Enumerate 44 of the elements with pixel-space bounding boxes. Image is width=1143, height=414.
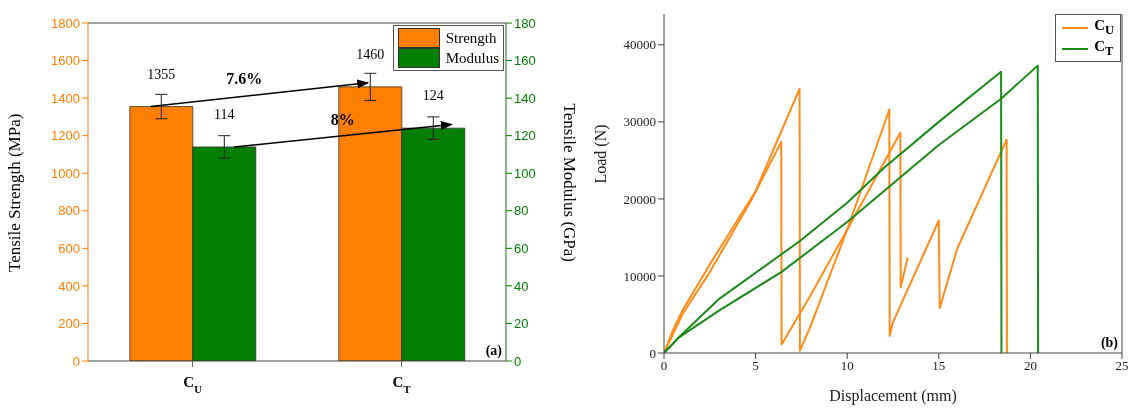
legend-label: C$_{T}$ (1094, 38, 1114, 59)
legend-label: Strength (445, 29, 497, 47)
y-tick-label: 20000 (623, 191, 656, 207)
y-tick-label: 1800 (51, 15, 80, 31)
y-tick-label: 800 (58, 203, 80, 219)
y-axis-title: Tensile Strength (MPa) (5, 113, 25, 272)
y-tick-label: 1600 (51, 53, 80, 69)
y-tick-label: 40000 (623, 37, 656, 53)
y2-tick-label: 100 (514, 165, 536, 181)
data-label: 1355 (147, 66, 176, 82)
annotation: (a) (485, 343, 503, 359)
x-tick-label: 0 (660, 358, 668, 374)
x-axis-title: Displacement (mm) (829, 387, 957, 405)
x-tick-label: 5 (752, 358, 759, 374)
data-label: 124 (422, 88, 444, 104)
legend-label: Modulus (445, 49, 499, 67)
annotation: (b) (1100, 335, 1119, 351)
data-label: 1460 (356, 46, 385, 62)
legend-label: C$_{U}$ (1094, 17, 1114, 38)
y2-tick-label: 140 (514, 90, 536, 106)
y-tick-label: 1000 (51, 165, 80, 181)
y2-tick-label: 160 (514, 53, 536, 69)
x-tick-label: 10 (840, 358, 854, 374)
y-tick-label: 1200 (51, 128, 80, 144)
y2-axis-title: Tensile Modulus (GPa) (559, 103, 579, 262)
y2-tick-label: 80 (514, 203, 529, 219)
x-tick-label: 15 (932, 358, 946, 374)
y2-tick-label: 40 (514, 278, 529, 294)
y-tick-label: 30000 (623, 114, 656, 130)
x-tick-label: 20 (1023, 358, 1037, 374)
y2-tick-label: 180 (514, 15, 536, 31)
y2-tick-label: 20 (514, 316, 529, 332)
y-axis-title: Load (N) (591, 124, 610, 184)
data-label: 114 (214, 106, 235, 122)
y2-tick-label: 60 (514, 240, 529, 256)
y2-tick-label: 120 (514, 128, 536, 144)
annotation: 7.6% (226, 69, 263, 87)
y-tick-label: 1400 (51, 90, 80, 106)
y-tick-label: 600 (58, 240, 80, 256)
x-tick-label: 25 (1115, 358, 1129, 374)
y-tick-label: 400 (58, 278, 80, 294)
y-tick-label: 200 (58, 316, 80, 332)
y-tick-label: 10000 (623, 268, 656, 284)
y-tick-label: 0 (649, 345, 656, 361)
